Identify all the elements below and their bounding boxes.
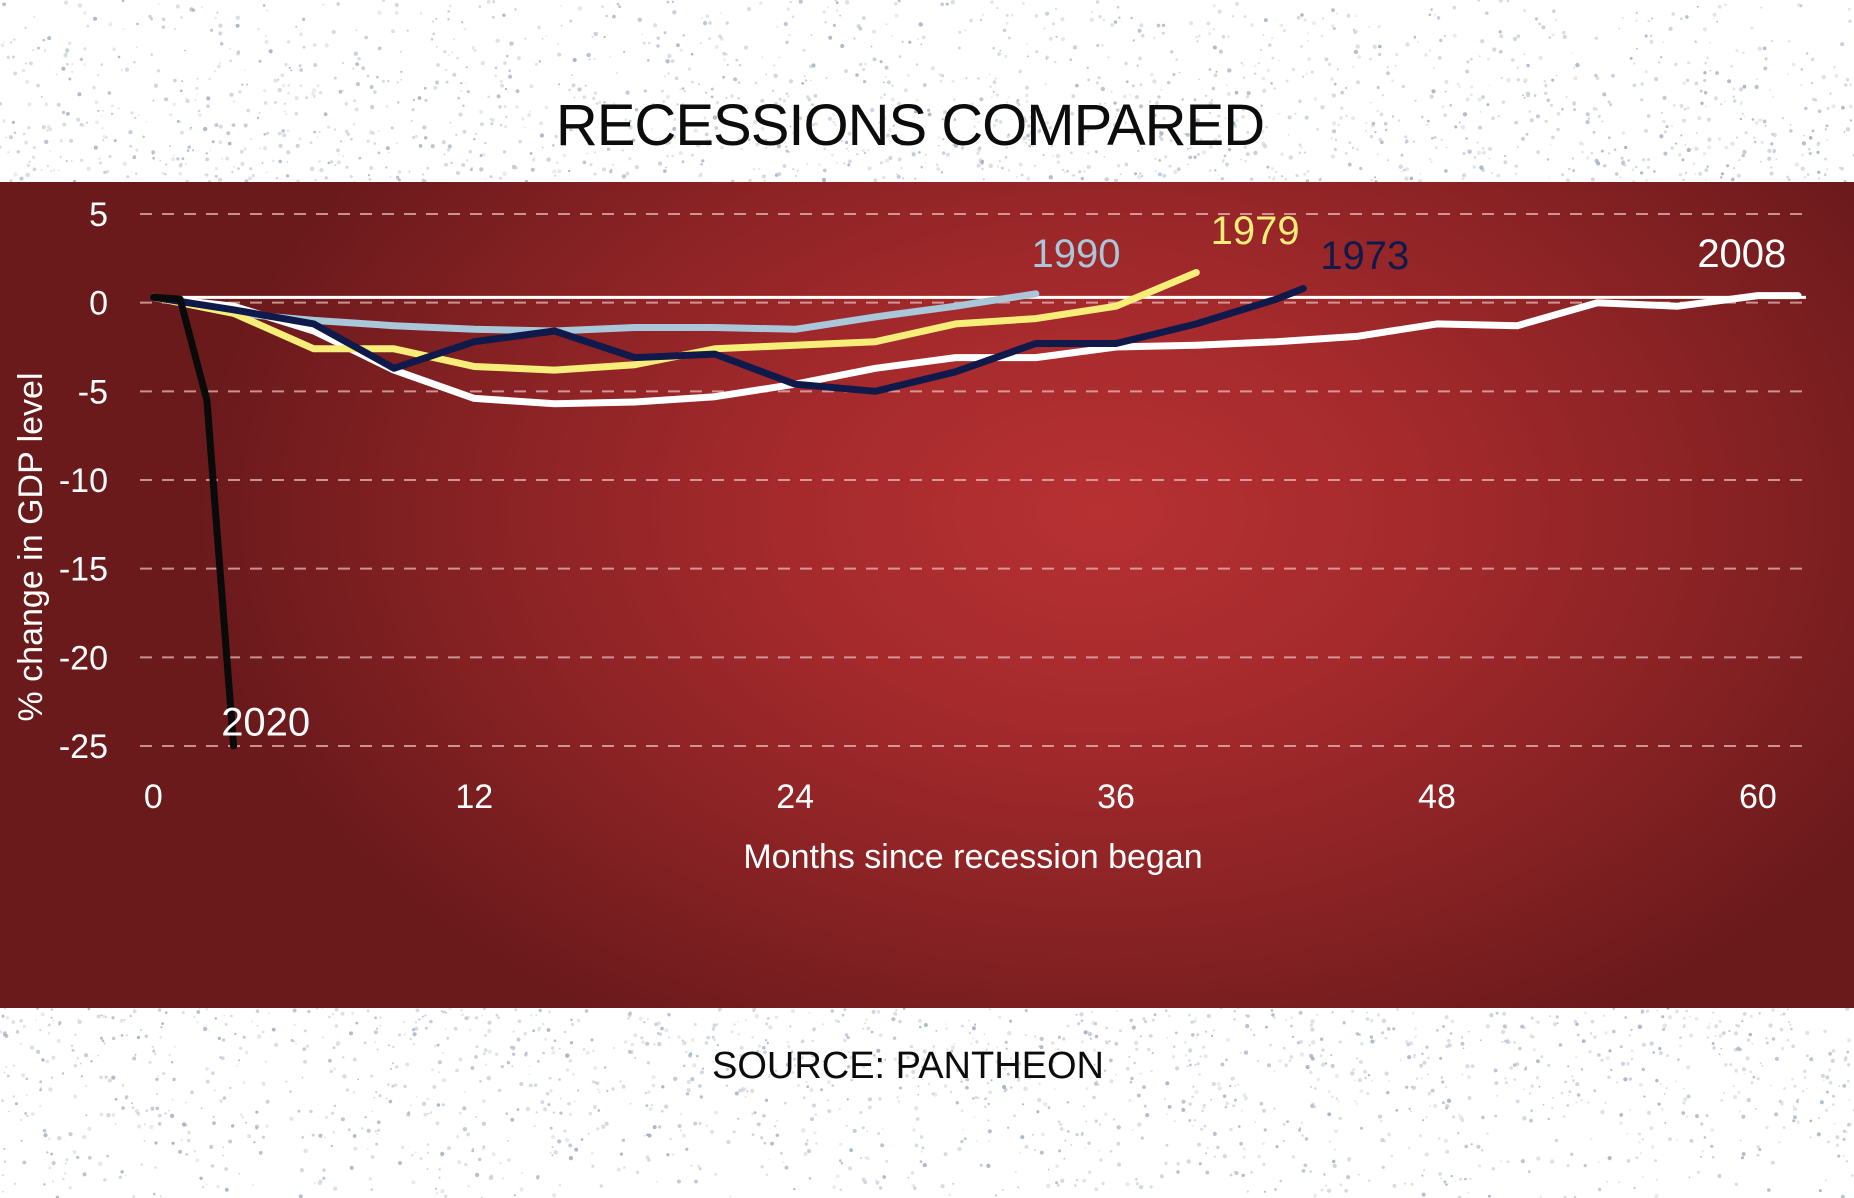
y-tick-label: -5: [78, 373, 108, 411]
series-label-1990: 1990: [1031, 232, 1120, 276]
x-tick-label: 48: [1418, 778, 1456, 816]
y-tick-label: -20: [59, 639, 108, 677]
y-tick-label: 0: [89, 285, 108, 323]
y-tick-label: -15: [59, 551, 108, 589]
y-axis-title: % change in GDP level: [12, 372, 50, 721]
dotted-texture-top: [0, 0, 1854, 182]
y-tick-label: -25: [59, 728, 108, 766]
dotted-texture-bottom: [0, 1008, 1854, 1198]
x-tick-label: 60: [1739, 778, 1777, 816]
x-tick-label: 0: [144, 778, 163, 816]
series-label-1979: 1979: [1211, 209, 1300, 253]
source-note: SOURCE: PANTHEON: [711, 1045, 1104, 1087]
chart-title: RECESSIONS COMPARED: [555, 93, 1265, 158]
x-tick-label: 24: [776, 778, 814, 816]
x-tick-label: 36: [1097, 778, 1135, 816]
series-label-1973: 1973: [1320, 234, 1409, 278]
line-chart: 5 0 -5 -10 -15 -20 -25 0 12 24 36 48 60 Months since …: [12, 196, 1806, 876]
series-line-2020: [149, 293, 238, 750]
chart-panel: 5 0 -5 -10 -15 -20 -25 0 12 24 36 48 60 Months since …: [0, 182, 1854, 1008]
x-tick-label: 12: [455, 778, 493, 816]
y-tick-label: -10: [59, 462, 108, 500]
series-label-2020: 2020: [221, 700, 310, 744]
x-axis-title: Months since recession began: [743, 838, 1202, 876]
series-line-1973: [149, 285, 1307, 395]
y-tick-label: 5: [89, 196, 108, 234]
series-label-2008: 2008: [1697, 232, 1786, 276]
